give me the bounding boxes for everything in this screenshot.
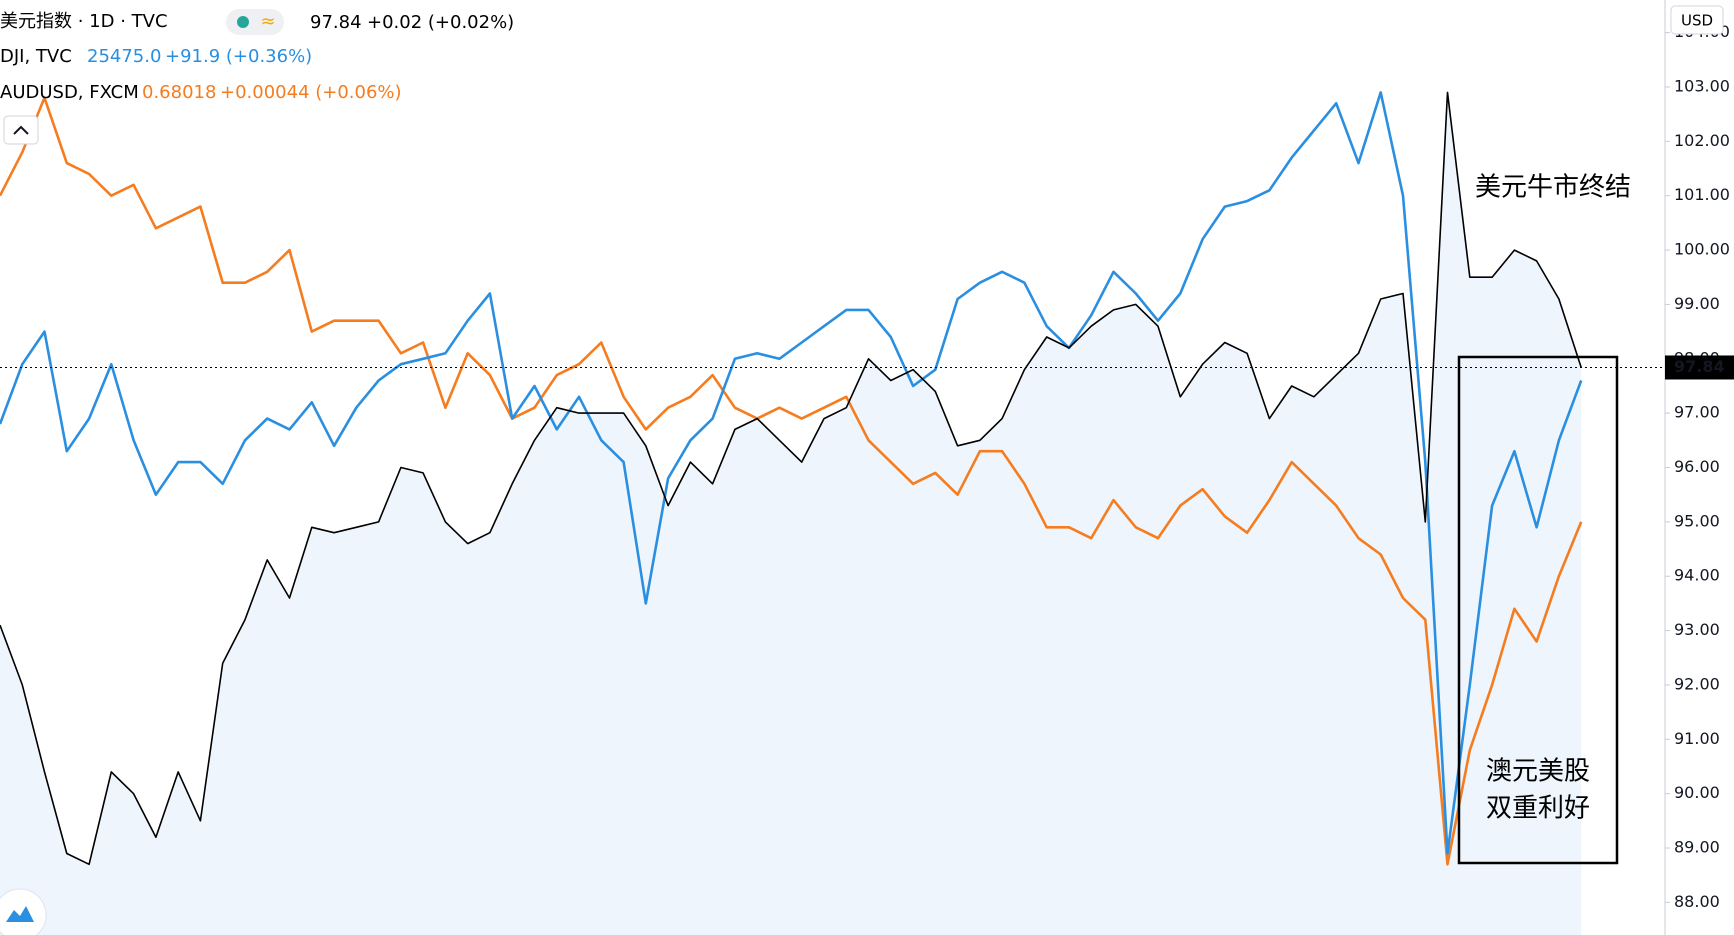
y-tick-label: 93.00 (1674, 620, 1720, 639)
y-tick-label: 91.00 (1674, 729, 1720, 748)
collapse-icon (13, 125, 29, 135)
legend-title: 美元指数 · 1D · TVC (0, 11, 168, 32)
legend-change: +91.9 (+0.36%) (165, 46, 312, 67)
area (0, 92, 1582, 935)
y-tick-label: 102.00 (1674, 131, 1730, 150)
legend-last: 97.84 (310, 12, 362, 33)
unit-label: USD (1681, 12, 1713, 30)
axis-bg (1665, 0, 1734, 935)
legend-change: +0.00044 (+0.06%) (220, 82, 402, 103)
y-tick-label: 89.00 (1674, 838, 1720, 857)
status-icon: ≈ (260, 11, 275, 32)
collapse-button[interactable] (3, 115, 39, 145)
unit-frame (1670, 5, 1724, 35)
legend: 美元指数 · 1D · TVC ≈ 97.84 +0.02 (+0.02%) D… (0, 9, 514, 145)
y-tick-label: 96.00 (1674, 457, 1720, 476)
legend-last: 25475.0 (87, 46, 161, 67)
price-tag (1665, 355, 1734, 380)
y-tick-label: 94.00 (1674, 566, 1720, 585)
y-tick-label: 101.00 (1674, 185, 1730, 204)
legend-entry: DJI, TVC (0, 46, 72, 67)
status-dot (237, 16, 249, 28)
y-tick-label: 97.00 (1674, 403, 1720, 422)
y-tick-label: 90.00 (1674, 783, 1720, 802)
line (0, 91, 1583, 855)
unit-box: USD (1670, 5, 1724, 35)
highlight-box (1457, 355, 1619, 865)
legend-last: 0.68018 (142, 82, 216, 103)
annotation: 双重利好 (1486, 794, 1590, 824)
legend-entry: AUDUSD, FXCM (0, 82, 139, 103)
line (0, 96, 1583, 866)
y-tick-label: 103.00 (1674, 76, 1730, 95)
y-tick-label: 99.00 (1674, 294, 1720, 313)
y-tick-label: 100.00 (1674, 240, 1730, 259)
logo[interactable] (0, 888, 47, 935)
y-axis: 88.00 89.00 90.00 91.00 92.00 93.00 94.00 95.00… (1664, 0, 1734, 935)
plot-area (0, 91, 1665, 935)
line (0, 91, 1582, 866)
y-tick-label: 88.00 (1674, 892, 1720, 911)
legend-change: +0.02 (+0.02%) (367, 12, 514, 33)
logo-icon (6, 906, 34, 922)
y-tick-label: 95.00 (1674, 511, 1720, 530)
status-pill (226, 9, 284, 35)
y-tick-label: 92.00 (1674, 674, 1720, 693)
annotation: 澳元美股 (1486, 757, 1590, 787)
annotation: 美元牛市终结 (1475, 173, 1631, 203)
price-tag-label: 97.84 (1674, 357, 1725, 376)
